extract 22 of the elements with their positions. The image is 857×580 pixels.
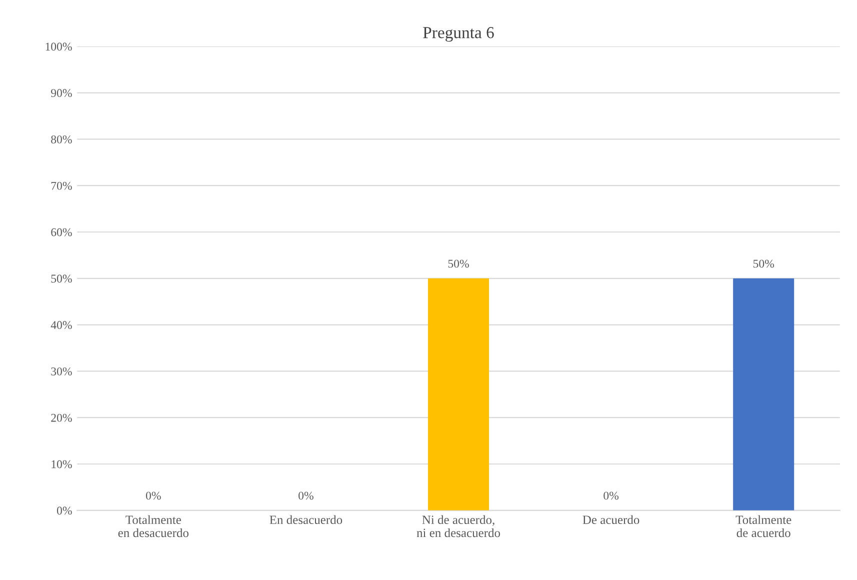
y-tick-label: 60% — [51, 228, 72, 236]
y-tick-label: 80% — [51, 135, 72, 144]
x-tick-label: Totalmente de acuerdo — [736, 515, 792, 538]
data-label: 50% — [753, 260, 774, 268]
y-tick-label: 70% — [51, 182, 72, 190]
y-tick-label: 50% — [51, 274, 72, 283]
x-tick-label: En desacuerdo — [270, 515, 342, 524]
data-label: 0% — [604, 492, 619, 500]
x-tick-label: Ni de acuerdo, ni en desacuerdo — [416, 515, 500, 538]
y-tick-label: 20% — [51, 414, 72, 422]
chart-title: Pregunta 6 — [423, 27, 494, 42]
y-tick-label: 100% — [46, 42, 72, 51]
y-tick-label: 0% — [56, 506, 72, 515]
y-tick-label: 40% — [50, 321, 72, 330]
data-label: 0% — [298, 492, 314, 500]
y-tick-label: 10% — [52, 460, 72, 468]
x-tick-label: De acuerdo — [582, 515, 640, 524]
data-label: 50% — [448, 260, 469, 268]
data-label: 0% — [146, 492, 161, 500]
x-tick-label: Totalmente en desacuerdo — [118, 515, 188, 538]
y-tick-label: 90% — [51, 89, 72, 98]
y-tick-label: 30% — [51, 367, 72, 376]
